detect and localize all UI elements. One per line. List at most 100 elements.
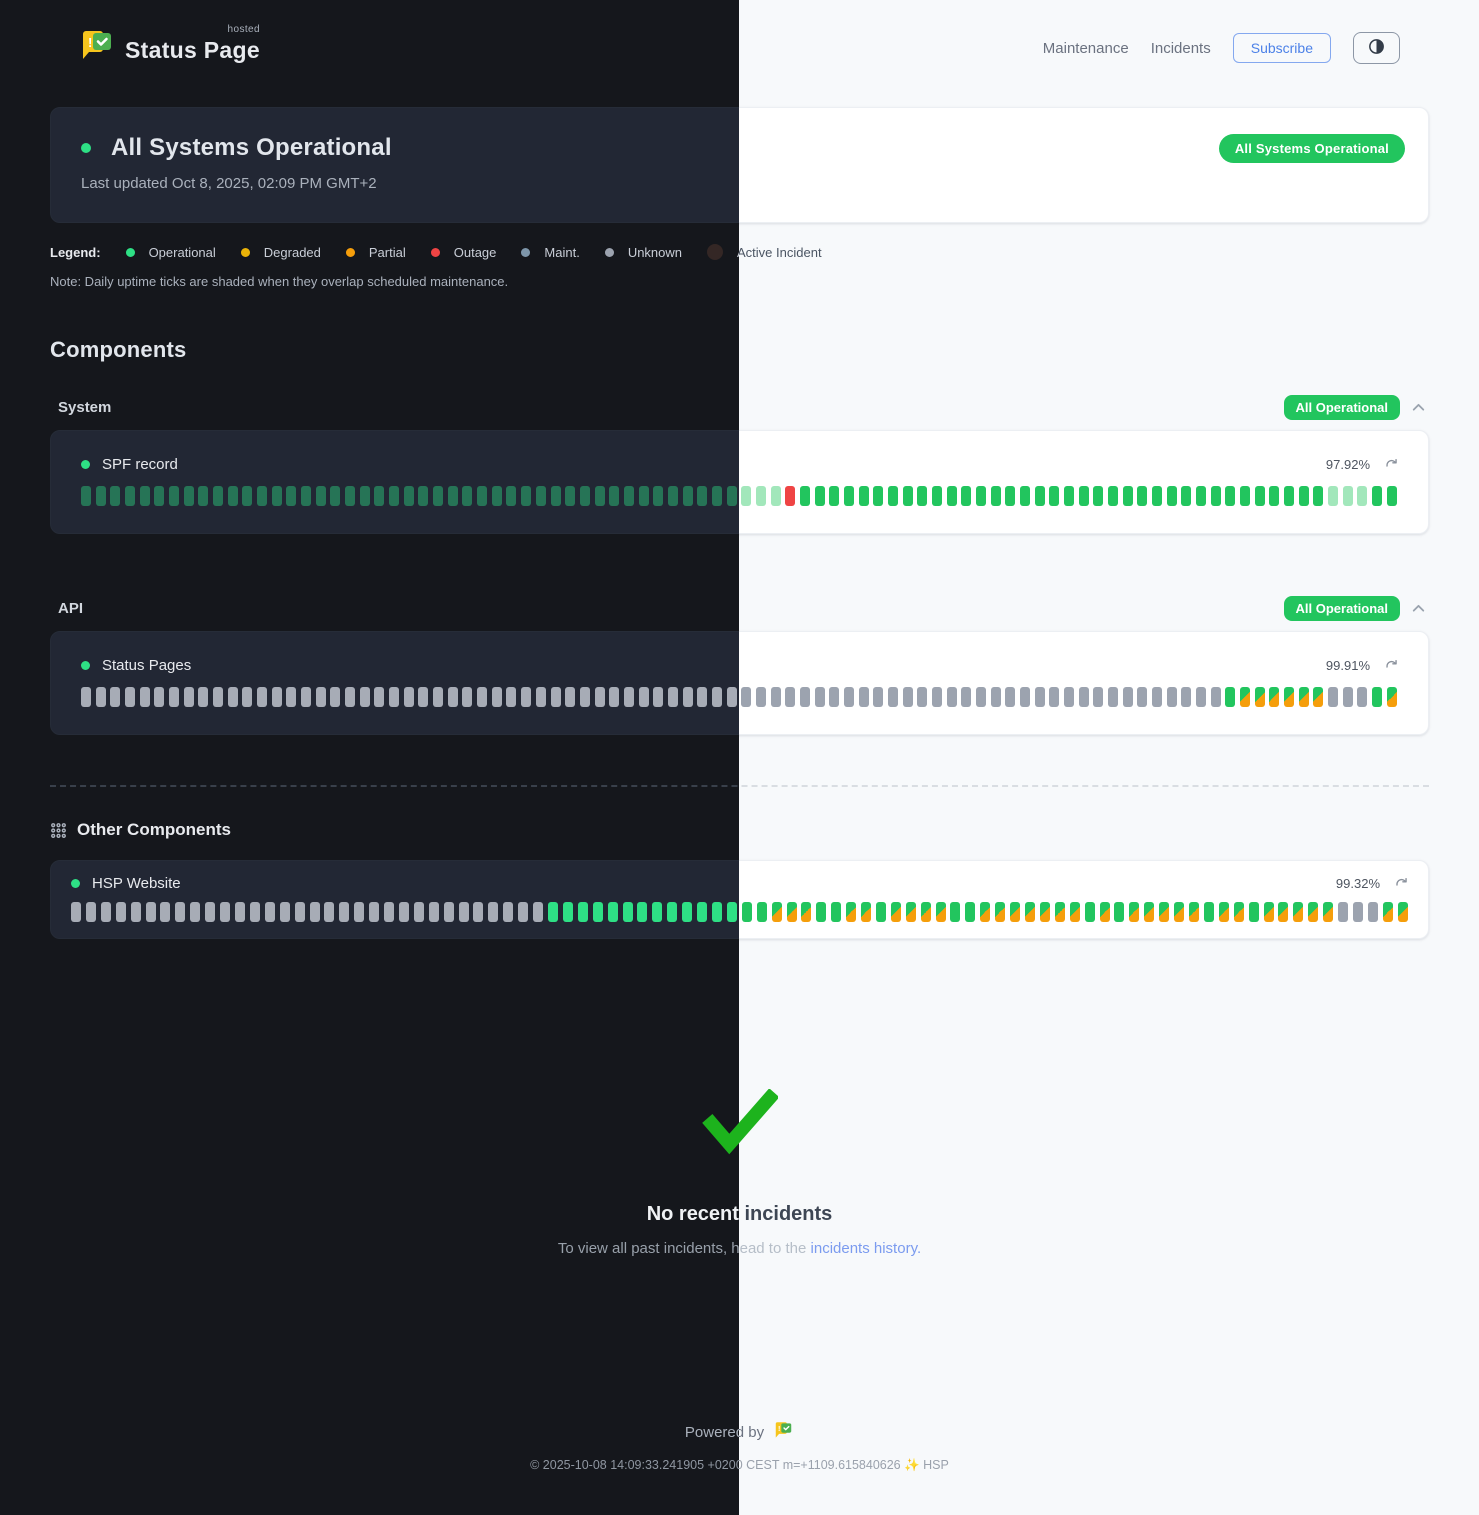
legend-label: Legend: xyxy=(50,244,101,260)
group-status-badge: All Operational xyxy=(1283,395,1400,420)
uptime-tick xyxy=(1137,687,1148,707)
incidents-subtext-suffix: . xyxy=(916,1240,922,1257)
incidents-subtext: To view all past incidents, head to the … xyxy=(739,1240,1429,1257)
uptime-tick xyxy=(1166,687,1177,707)
component-status-dot xyxy=(81,661,90,670)
legend-item-unknown: Unknown xyxy=(604,245,682,260)
copyright-text: © 2025-10-08 14:09:33.241905 +0200 CEST … xyxy=(530,1458,949,1472)
component-card: SPF record 97.92% xyxy=(50,430,739,534)
check-icon xyxy=(739,1089,1429,1155)
dashed-divider xyxy=(739,785,1429,787)
uptime-tick xyxy=(71,902,81,922)
uptime-tick xyxy=(1159,902,1170,922)
uptime-tick xyxy=(1093,486,1104,506)
uptime-tick xyxy=(1269,486,1280,506)
uptime-tick xyxy=(1254,687,1265,707)
uptime-percentage: 97.92% xyxy=(1325,457,1370,472)
uptime-tick xyxy=(242,486,253,506)
refresh-icon[interactable] xyxy=(1385,458,1398,471)
uptime-tick xyxy=(473,902,484,922)
uptime-tick xyxy=(374,687,385,707)
component-name: HSP Website xyxy=(92,875,181,892)
uptime-tick xyxy=(622,902,633,922)
nav-link-incidents[interactable]: Incidents xyxy=(1150,39,1211,57)
uptime-tick xyxy=(447,687,458,707)
uptime-tick xyxy=(873,486,884,506)
uptime-tick xyxy=(1293,902,1304,922)
legend-item-label: Maint. xyxy=(544,244,580,260)
uptime-tick xyxy=(433,486,444,506)
subscribe-button[interactable]: Subscribe xyxy=(1232,33,1331,63)
header: ! hosted Status Page Maintenance Inciden… xyxy=(739,0,1479,78)
uptime-tick xyxy=(257,486,268,506)
uptime-tick xyxy=(286,486,297,506)
uptime-tick xyxy=(961,687,972,707)
legend-item-active-incident: Active Incident xyxy=(739,244,822,260)
uptime-tick xyxy=(814,486,825,506)
incidents-section: No recent incidents To view all past inc… xyxy=(50,1089,739,1257)
nav-link-maintenance[interactable]: Maintenance xyxy=(1042,39,1129,57)
uptime-tick xyxy=(623,687,634,707)
uptime-tick xyxy=(315,486,326,506)
uptime-tick xyxy=(213,486,224,506)
uptime-tick xyxy=(257,687,268,707)
group-header[interactable]: API All Operational xyxy=(739,596,1429,621)
uptime-tick xyxy=(980,902,991,922)
refresh-icon[interactable] xyxy=(1385,659,1398,672)
uptime-tick-bar xyxy=(81,486,739,506)
uptime-tick xyxy=(1144,902,1155,922)
uptime-tick xyxy=(875,902,886,922)
uptime-tick xyxy=(506,486,517,506)
chevron-up-icon[interactable] xyxy=(1410,399,1427,416)
uptime-tick xyxy=(1225,486,1236,506)
group-header[interactable]: System All Operational xyxy=(739,395,1429,420)
uptime-tick xyxy=(1263,902,1274,922)
uptime-tick xyxy=(950,902,961,922)
uptime-tick xyxy=(667,486,678,506)
uptime-tick xyxy=(398,902,409,922)
refresh-icon[interactable] xyxy=(1395,877,1408,890)
uptime-tick xyxy=(1025,902,1035,922)
theme-toggle-button[interactable] xyxy=(1353,32,1400,64)
component-card: Status Pages 99.91% xyxy=(50,631,739,735)
group-header[interactable]: API All Operational xyxy=(50,596,739,621)
uptime-tick xyxy=(242,687,253,707)
uptime-tick xyxy=(829,486,840,506)
uptime-tick xyxy=(1284,486,1295,506)
uptime-tick xyxy=(125,486,136,506)
uptime-tick xyxy=(931,486,942,506)
uptime-tick xyxy=(286,687,297,707)
uptime-tick xyxy=(741,687,752,707)
uptime-tick xyxy=(1328,486,1339,506)
uptime-tick xyxy=(279,902,290,922)
powered-by-text: Powered by xyxy=(739,1424,764,1441)
check-icon xyxy=(50,1089,739,1155)
brand-icon-small[interactable]: ! xyxy=(773,1420,794,1445)
uptime-tick xyxy=(961,486,972,506)
uptime-tick xyxy=(301,687,312,707)
component-card: SPF record 97.92% xyxy=(739,430,1429,534)
uptime-tick-bar xyxy=(81,687,739,707)
incidents-subtext-prefix: To view all past incidents, head to the xyxy=(739,1240,811,1257)
uptime-tick-bar xyxy=(739,687,1398,707)
uptime-tick xyxy=(535,687,546,707)
uptime-tick xyxy=(81,687,91,707)
uptime-tick xyxy=(324,902,335,922)
overall-status-badge: All Systems Operational xyxy=(1218,134,1405,163)
uptime-tick xyxy=(369,902,380,922)
overall-status-title: All Systems Operational xyxy=(111,134,392,161)
incidents-history-link[interactable]: incidents history xyxy=(810,1240,917,1257)
brand-logo[interactable]: ! hosted Status Page xyxy=(79,24,260,70)
uptime-tick xyxy=(1323,902,1334,922)
chevron-up-icon[interactable] xyxy=(1410,600,1427,617)
group-header[interactable]: System All Operational xyxy=(50,395,739,420)
uptime-tick xyxy=(653,486,664,506)
uptime-tick xyxy=(1386,486,1397,506)
uptime-tick xyxy=(565,486,576,506)
footer: Powered by ! © 2025-10-08 14:09:33.24190… xyxy=(530,1420,1429,1473)
uptime-tick xyxy=(1278,902,1289,922)
